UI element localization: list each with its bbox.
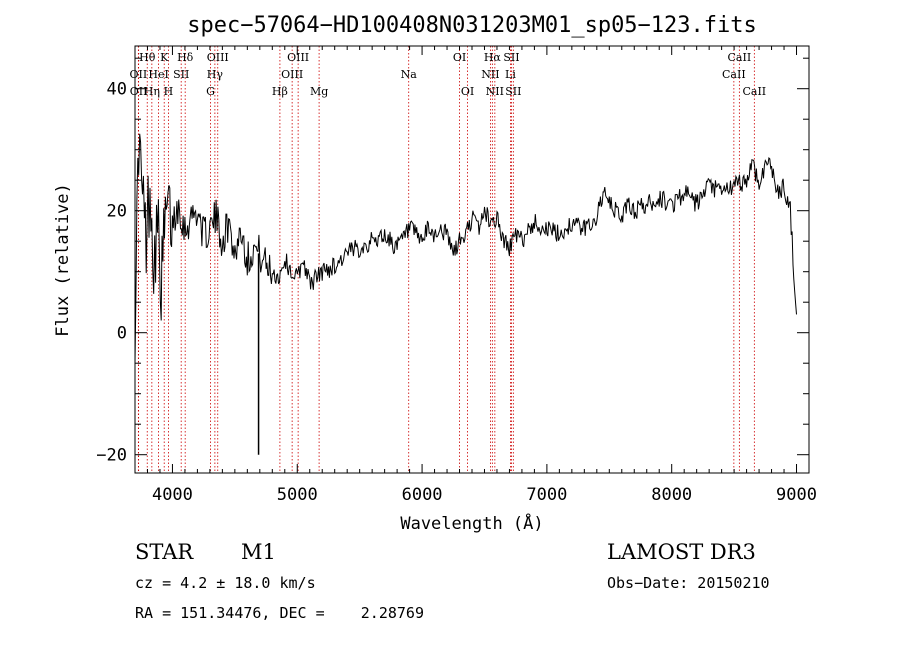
flux-line [134, 133, 797, 364]
line-label-11: G [206, 85, 215, 98]
line-label-15: Mg [310, 85, 328, 98]
y-tick-label-2: 20 [107, 202, 127, 222]
y-tick-label-3: 40 [107, 80, 127, 100]
line-label-23: NII [486, 85, 504, 98]
object-subclass: M1 [241, 540, 276, 564]
x-axis-label: Wavelength (Å) [400, 512, 543, 534]
line-label-27: CaII [742, 85, 766, 98]
y-axis-ticks: −20 0 20 40 [96, 57, 809, 466]
line-label-18: OI [461, 85, 474, 98]
line-label-14: Hβ [272, 85, 288, 98]
x-tick-label-3: 7000 [526, 485, 567, 505]
spectral-line-markers [137, 46, 755, 473]
line-label-26: CaII [722, 68, 746, 81]
line-label-9: OIII [207, 51, 229, 64]
survey-name: LAMOST DR3 [607, 540, 756, 564]
x-tick-label-5: 9000 [776, 485, 817, 505]
line-label-8: Hδ [177, 51, 194, 64]
line-label-22: Li [505, 68, 516, 81]
x-axis-ticks: 4000 5000 6000 7000 8000 9000 [146, 46, 817, 505]
x-tick-label-4: 8000 [651, 485, 692, 505]
line-label-16: Na [401, 68, 418, 81]
observation-date: Obs−Date: 20150210 [607, 574, 770, 592]
coordinates: RA = 151.34476, DEC = 2.28769 [135, 604, 424, 622]
line-label-17: OI [453, 51, 466, 64]
line-label-25: CaII [728, 51, 752, 64]
y-tick-label-1: 0 [117, 324, 127, 344]
flux-series [134, 133, 797, 455]
x-tick-label-1: 5000 [277, 485, 318, 505]
line-label-21: NII [481, 68, 499, 81]
line-label-1: OII [130, 68, 148, 81]
line-label-3: Hη [144, 85, 160, 98]
line-label-10: Hγ [207, 68, 224, 81]
line-label-12: OIII [287, 51, 309, 64]
line-label-13: OIII [281, 68, 303, 81]
x-tick-label-2: 6000 [402, 485, 443, 505]
line-label-7: SII [173, 68, 189, 81]
y-tick-label-0: −20 [96, 446, 127, 466]
line-label-6: H [164, 85, 174, 98]
y-axis-label: Flux (relative) [53, 183, 73, 337]
redshift-velocity: cz = 4.2 ± 18.0 km/s [135, 574, 316, 592]
line-label-19: Hα [484, 51, 502, 64]
line-label-24: SII [505, 85, 521, 98]
line-label-20: SII [503, 51, 519, 64]
object-type: STAR [135, 540, 194, 564]
chart-title: spec−57064−HD100408N031203M01_sp05−123.f… [187, 13, 757, 38]
x-tick-label-0: 4000 [152, 485, 193, 505]
line-label-5: HeI [148, 68, 168, 81]
line-label-4: K [160, 51, 169, 64]
line-label-0: Hθ [139, 51, 156, 64]
